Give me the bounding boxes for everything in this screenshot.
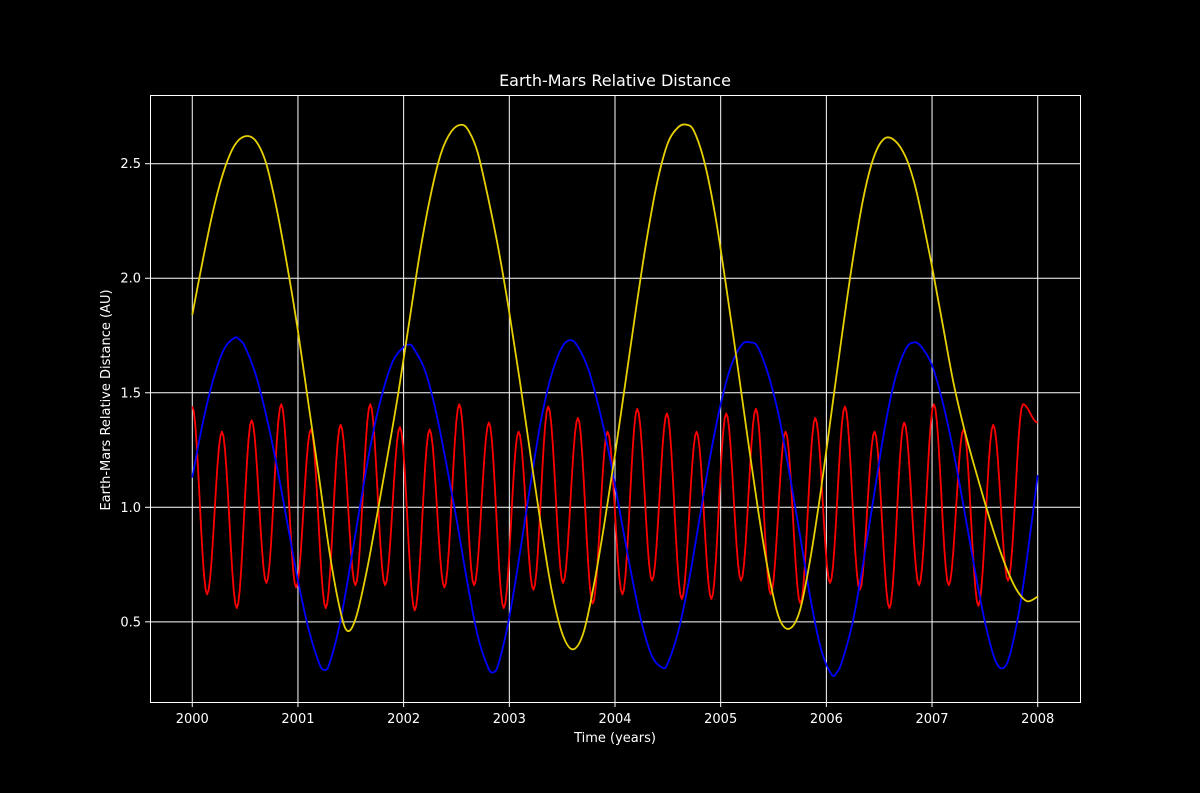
y-tick-label: 0.5 (120, 615, 141, 630)
y-tick-label: 1.5 (120, 386, 141, 401)
y-tick-label: 2.0 (120, 272, 141, 287)
y-tick-label: 1.0 (120, 501, 141, 516)
x-tick-label: 2005 (704, 712, 737, 727)
x-tick-label: 2004 (598, 712, 631, 727)
grid-lines (150, 95, 1080, 702)
x-tick-label: 2000 (176, 712, 209, 727)
series-line-0 (191, 123, 1039, 651)
x-tick-label: 2007 (915, 712, 948, 727)
x-axis-label: Time (years) (573, 731, 656, 746)
chart-title: Earth-Mars Relative Distance (499, 71, 731, 90)
x-tick-label: 2001 (281, 712, 314, 727)
x-tick-label: 2006 (810, 712, 843, 727)
plot-series (191, 123, 1039, 677)
x-tick-label: 2002 (387, 712, 420, 727)
plot-area-frame (150, 95, 1081, 703)
y-tick-label: 2.5 (120, 157, 141, 172)
y-axis-label: Earth-Mars Relative Distance (AU) (99, 289, 114, 510)
axis-ticks: 2000 2001 2002 2003 2004 2005 2006 2007 2008 0.5 1… (120, 157, 1054, 727)
x-tick-label: 2003 (493, 712, 526, 727)
series-line-2 (191, 403, 1038, 612)
x-tick-label: 2008 (1021, 712, 1054, 727)
series-line-1 (191, 336, 1039, 677)
